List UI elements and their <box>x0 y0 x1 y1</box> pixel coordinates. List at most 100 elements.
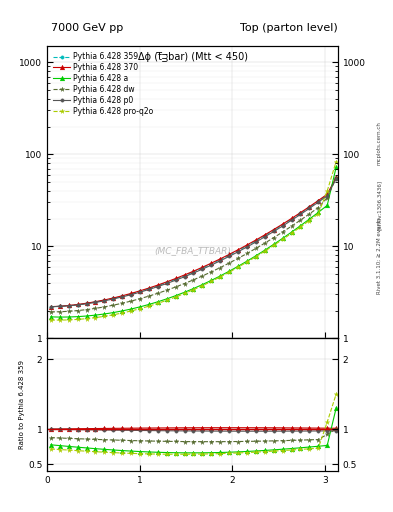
Pythia 6.428 a <box>200 282 205 288</box>
Pythia 6.428 dw <box>253 245 258 251</box>
Pythia 6.428 370 <box>84 300 89 306</box>
Pythia 6.428 dw <box>272 234 276 241</box>
Pythia 6.428 a <box>84 313 89 319</box>
Pythia 6.428 dw <box>218 265 222 271</box>
Pythia 6.428 a <box>325 202 330 208</box>
Pythia 6.428 dw <box>307 211 312 217</box>
Pythia 6.428 359 <box>66 303 71 309</box>
Text: Top (parton level): Top (parton level) <box>240 23 338 33</box>
Pythia 6.428 359 <box>307 204 312 210</box>
Pythia 6.428 359 <box>236 247 241 253</box>
Pythia 6.428 a <box>138 304 142 310</box>
Pythia 6.428 359 <box>93 299 98 305</box>
Pythia 6.428 a <box>263 247 267 253</box>
Pythia 6.428 359 <box>253 238 258 244</box>
Pythia 6.428 dw <box>325 195 330 201</box>
Pythia 6.428 p0 <box>156 284 160 290</box>
Pythia 6.428 a <box>129 306 134 312</box>
Pythia 6.428 359 <box>209 261 214 267</box>
Pythia 6.428 a <box>48 314 53 320</box>
Pythia 6.428 dw <box>334 175 338 181</box>
Line: Pythia 6.428 dw: Pythia 6.428 dw <box>48 175 338 314</box>
Pythia 6.428 dw <box>263 240 267 246</box>
Pythia 6.428 a <box>102 311 107 317</box>
Pythia 6.428 370 <box>200 264 205 270</box>
Pythia 6.428 359 <box>120 293 125 300</box>
Pythia 6.428 a <box>298 223 303 229</box>
Pythia 6.428 p0 <box>102 298 107 304</box>
Line: Pythia 6.428 pro-q2o: Pythia 6.428 pro-q2o <box>48 159 338 323</box>
Pythia 6.428 dw <box>84 307 89 313</box>
Pythia 6.428 p0 <box>138 289 142 295</box>
Pythia 6.428 dw <box>236 255 241 262</box>
Text: Rivet 3.1.10; ≥ 2.2M events: Rivet 3.1.10; ≥ 2.2M events <box>377 218 382 294</box>
Pythia 6.428 a <box>307 216 312 222</box>
Pythia 6.428 p0 <box>316 199 321 205</box>
Pythia 6.428 359 <box>325 191 330 198</box>
Pythia 6.428 370 <box>191 268 196 274</box>
Pythia 6.428 370 <box>218 256 222 262</box>
Pythia 6.428 p0 <box>57 304 62 310</box>
Pythia 6.428 pro-q2o <box>120 310 125 316</box>
Pythia 6.428 370 <box>298 209 303 216</box>
Pythia 6.428 a <box>236 263 241 269</box>
Pythia 6.428 p0 <box>227 253 231 260</box>
Pythia 6.428 p0 <box>173 277 178 283</box>
Pythia 6.428 dw <box>191 277 196 283</box>
Pythia 6.428 pro-q2o <box>200 283 205 289</box>
Pythia 6.428 359 <box>182 272 187 279</box>
Pythia 6.428 359 <box>244 243 249 249</box>
Pythia 6.428 370 <box>129 290 134 296</box>
Pythia 6.428 359 <box>111 295 116 302</box>
Pythia 6.428 a <box>182 289 187 295</box>
Y-axis label: Ratio to Pythia 6.428 359: Ratio to Pythia 6.428 359 <box>19 360 25 449</box>
Pythia 6.428 dw <box>102 304 107 310</box>
Pythia 6.428 370 <box>334 174 338 180</box>
Pythia 6.428 359 <box>316 198 321 204</box>
Pythia 6.428 pro-q2o <box>138 306 142 312</box>
Pythia 6.428 pro-q2o <box>147 303 151 309</box>
Pythia 6.428 dw <box>164 287 169 293</box>
Pythia 6.428 dw <box>227 260 231 266</box>
Pythia 6.428 370 <box>272 226 276 232</box>
Pythia 6.428 370 <box>102 297 107 303</box>
Pythia 6.428 a <box>93 312 98 318</box>
Pythia 6.428 370 <box>307 204 312 210</box>
Pythia 6.428 pro-q2o <box>227 269 231 275</box>
Pythia 6.428 p0 <box>84 301 89 307</box>
Text: [arXiv:1306.3436]: [arXiv:1306.3436] <box>377 180 382 230</box>
Pythia 6.428 dw <box>156 290 160 296</box>
Pythia 6.428 pro-q2o <box>236 264 241 270</box>
Pythia 6.428 a <box>272 241 276 247</box>
Pythia 6.428 dw <box>66 308 71 314</box>
Pythia 6.428 p0 <box>253 239 258 245</box>
Pythia 6.428 dw <box>57 309 62 315</box>
Pythia 6.428 359 <box>280 222 285 228</box>
Pythia 6.428 370 <box>120 293 125 299</box>
Pythia 6.428 pro-q2o <box>164 297 169 304</box>
Pythia 6.428 dw <box>129 298 134 304</box>
Pythia 6.428 359 <box>200 265 205 271</box>
Pythia 6.428 359 <box>138 288 142 294</box>
Pythia 6.428 pro-q2o <box>272 242 276 248</box>
Pythia 6.428 359 <box>84 301 89 307</box>
Pythia 6.428 p0 <box>244 244 249 250</box>
Pythia 6.428 359 <box>191 269 196 275</box>
Pythia 6.428 p0 <box>75 302 80 308</box>
Pythia 6.428 p0 <box>147 286 151 292</box>
Legend: Pythia 6.428 359, Pythia 6.428 370, Pythia 6.428 a, Pythia 6.428 dw, Pythia 6.42: Pythia 6.428 359, Pythia 6.428 370, Pyth… <box>51 50 156 118</box>
Pythia 6.428 370 <box>164 279 169 285</box>
Text: mcplots.cern.ch: mcplots.cern.ch <box>377 121 382 165</box>
Pythia 6.428 a <box>227 268 231 274</box>
Pythia 6.428 a <box>218 273 222 279</box>
Pythia 6.428 370 <box>244 242 249 248</box>
Pythia 6.428 p0 <box>111 296 116 302</box>
Pythia 6.428 359 <box>272 227 276 233</box>
Pythia 6.428 a <box>111 310 116 316</box>
Pythia 6.428 p0 <box>236 249 241 255</box>
Pythia 6.428 p0 <box>93 300 98 306</box>
Pythia 6.428 p0 <box>334 176 338 182</box>
Pythia 6.428 a <box>156 298 160 305</box>
Pythia 6.428 dw <box>75 308 80 314</box>
Pythia 6.428 a <box>147 302 151 308</box>
